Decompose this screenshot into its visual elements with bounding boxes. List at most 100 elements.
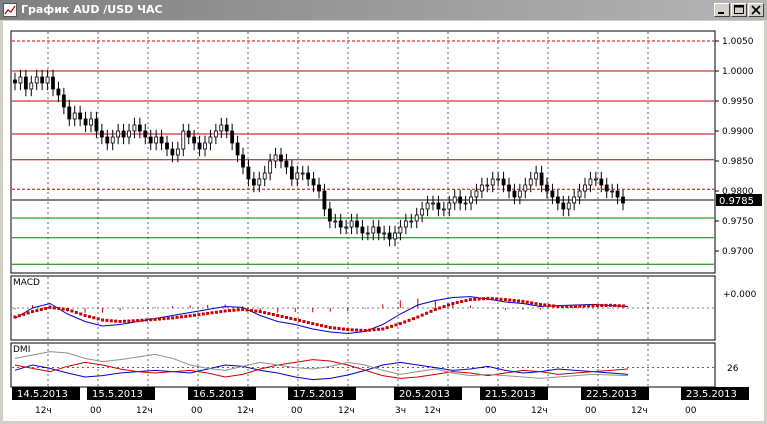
candle-body bbox=[181, 130, 186, 150]
close-icon bbox=[751, 5, 761, 15]
close-button[interactable] bbox=[748, 3, 764, 17]
candle-body bbox=[186, 130, 191, 138]
macd-signal-dot bbox=[407, 318, 411, 322]
candle bbox=[561, 195, 566, 217]
candle-body bbox=[246, 166, 251, 180]
candle-body bbox=[268, 160, 273, 174]
candle-body bbox=[577, 190, 582, 198]
candle-body bbox=[284, 160, 289, 168]
candle-body bbox=[241, 154, 245, 168]
candle bbox=[317, 177, 321, 199]
macd-signal-dot bbox=[525, 300, 529, 304]
macd-signal-dot bbox=[517, 299, 521, 303]
date-label-box bbox=[480, 387, 548, 400]
candle-body bbox=[593, 178, 598, 181]
candle-body bbox=[387, 232, 392, 240]
candle bbox=[197, 135, 202, 157]
chart-canvas[interactable]: 1.00501.00000.99500.99000.98500.98000.97… bbox=[3, 21, 764, 421]
candle-body bbox=[447, 202, 452, 210]
candle-body bbox=[170, 148, 175, 156]
candle bbox=[469, 189, 473, 211]
macd-signal-dot bbox=[276, 314, 280, 317]
candle bbox=[333, 213, 338, 229]
macd-signal-dot bbox=[149, 318, 153, 322]
macd-signal-dot bbox=[39, 308, 43, 311]
candle-body bbox=[355, 220, 359, 228]
macd-signal-dot bbox=[429, 309, 433, 313]
minimize-icon bbox=[718, 12, 724, 14]
candle-body bbox=[485, 184, 490, 187]
macd-signal-dot bbox=[433, 308, 437, 311]
date-label-text: 17.5.2013 bbox=[293, 389, 344, 400]
candle bbox=[175, 141, 180, 163]
macd-signal-dot bbox=[346, 328, 350, 332]
macd-signal-dot bbox=[503, 298, 507, 302]
macd-signal bbox=[13, 296, 626, 332]
macd-signal-dot bbox=[118, 320, 122, 323]
macd-signal-dot bbox=[569, 305, 573, 308]
candle bbox=[528, 171, 533, 193]
candle bbox=[376, 219, 381, 241]
candle bbox=[40, 69, 45, 91]
macd-signal-dot bbox=[241, 308, 245, 311]
macd-signal-dot bbox=[184, 314, 188, 318]
candle bbox=[192, 129, 197, 151]
macd-signal-dot bbox=[604, 303, 608, 307]
macd-signal-dot bbox=[368, 328, 372, 332]
macd-signal-dot bbox=[293, 317, 297, 321]
price-tick-label: 0.9700 bbox=[722, 247, 754, 257]
candle bbox=[262, 165, 267, 187]
maximize-button[interactable] bbox=[731, 3, 747, 17]
macd-signal-dot bbox=[547, 303, 551, 307]
price-panel[interactable] bbox=[10, 30, 716, 274]
hour-label: 12ч bbox=[338, 406, 355, 416]
minimize-button[interactable] bbox=[714, 3, 730, 17]
macd-signal-dot bbox=[66, 308, 70, 311]
macd-signal-dot bbox=[359, 328, 363, 332]
macd-signal-dot bbox=[57, 306, 61, 310]
candle-body bbox=[615, 190, 620, 198]
macd-signal-dot bbox=[87, 315, 91, 319]
macd-signal-dot bbox=[144, 318, 148, 322]
date-label: 16.5.2013 bbox=[188, 387, 256, 400]
price-axis-labels: 1.00501.00000.99500.99000.98500.98000.97… bbox=[715, 37, 754, 257]
candle bbox=[165, 135, 169, 157]
candle bbox=[344, 219, 349, 235]
candle bbox=[479, 177, 484, 199]
candle bbox=[365, 225, 370, 241]
candle bbox=[382, 225, 387, 241]
macd-signal-dot bbox=[44, 306, 48, 310]
candle bbox=[110, 129, 115, 151]
candle-body bbox=[621, 196, 625, 204]
candle-body bbox=[403, 220, 408, 228]
candle-body bbox=[528, 178, 533, 186]
date-label-text: 16.5.2013 bbox=[193, 389, 244, 400]
macd-signal-dot bbox=[136, 319, 140, 323]
candle bbox=[72, 105, 77, 127]
candle-body bbox=[382, 232, 387, 235]
macd-signal-dot bbox=[490, 297, 494, 301]
hour-label: 00 bbox=[485, 406, 497, 416]
macd-signal-dot bbox=[499, 297, 503, 301]
macd-signal-dot bbox=[254, 309, 258, 313]
candle-body bbox=[523, 184, 528, 192]
macd-signal-dot bbox=[271, 313, 275, 317]
candle bbox=[137, 117, 142, 139]
macd-signal-dot bbox=[236, 308, 240, 312]
macd-signal-dot bbox=[376, 327, 380, 331]
candle-body bbox=[116, 130, 121, 138]
candle-body bbox=[175, 148, 180, 156]
macd-signal-dot bbox=[486, 296, 490, 300]
candle-body bbox=[279, 154, 283, 162]
time-axis: 14.5.2013 15.5.2013 16.5.2013 17.5.2013 20.5… bbox=[12, 387, 749, 416]
candle bbox=[621, 189, 625, 211]
price-tick-label: 0.9750 bbox=[722, 217, 754, 227]
window-titlebar[interactable]: График AUD /USD ЧАС bbox=[0, 0, 767, 20]
candle bbox=[458, 189, 463, 211]
candle bbox=[490, 171, 495, 193]
candle-body bbox=[56, 88, 61, 96]
candle-body bbox=[534, 172, 539, 180]
macd-signal-dot bbox=[311, 322, 315, 326]
candle-body bbox=[23, 76, 28, 90]
hour-label: 12ч bbox=[237, 406, 254, 416]
